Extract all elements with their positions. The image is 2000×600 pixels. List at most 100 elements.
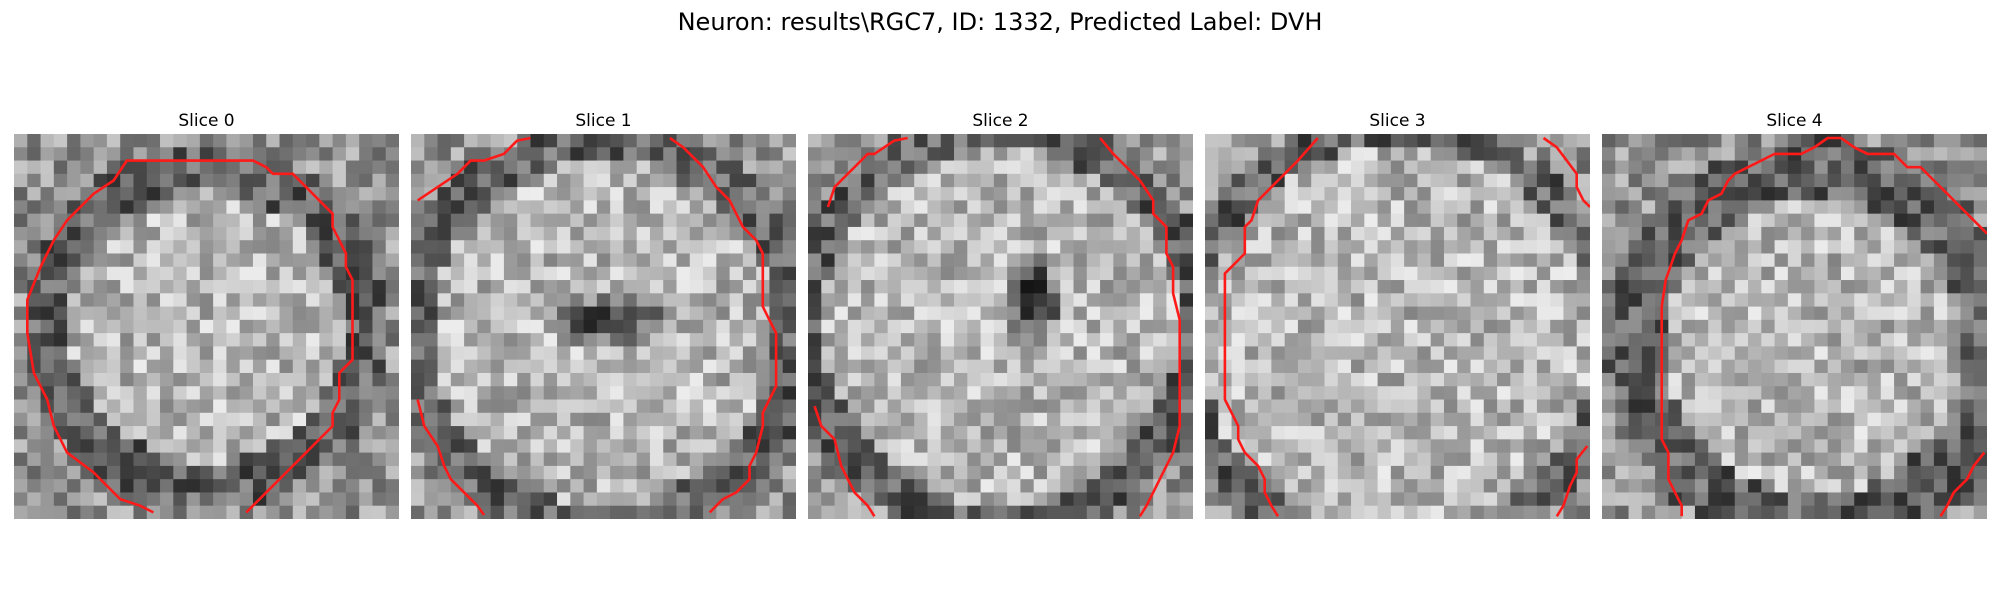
pixel <box>769 426 784 440</box>
pixel <box>927 479 942 493</box>
pixel <box>1536 426 1551 440</box>
pixel <box>1139 399 1154 414</box>
pixel <box>874 359 889 374</box>
pixel <box>133 253 148 268</box>
pixel <box>1801 492 1815 507</box>
pixel <box>332 240 347 254</box>
pixel <box>543 160 558 175</box>
pixel <box>1840 412 1855 427</box>
pixel <box>1258 160 1272 175</box>
pixel <box>1205 426 1219 440</box>
pixel <box>1894 492 1908 507</box>
pixel <box>1337 412 1352 427</box>
pixel <box>477 226 492 241</box>
pixel <box>1430 200 1445 215</box>
pixel <box>1681 147 1696 162</box>
pixel <box>1827 173 1842 188</box>
pixel <box>1007 386 1021 401</box>
pixel <box>424 200 439 215</box>
pixel <box>914 333 928 347</box>
pixel <box>424 266 439 281</box>
pixel <box>239 372 254 387</box>
pixel <box>1536 306 1551 321</box>
pixel <box>1933 372 1948 387</box>
pixel <box>557 452 571 467</box>
pixel <box>1510 386 1525 401</box>
pixel <box>1258 372 1272 387</box>
pixel <box>93 213 108 228</box>
pixel <box>1708 359 1722 374</box>
pixel <box>636 319 651 334</box>
pixel <box>1787 399 1802 414</box>
pixel <box>1523 346 1538 361</box>
pixel <box>543 439 558 454</box>
pixel <box>146 479 161 493</box>
pixel <box>1497 386 1511 401</box>
pixel <box>345 213 360 228</box>
pixel <box>821 306 836 321</box>
pixel <box>1894 346 1908 361</box>
pixel <box>649 372 664 387</box>
pixel <box>1814 372 1829 387</box>
pixel <box>1046 200 1061 215</box>
pixel <box>186 173 201 188</box>
pixel <box>769 173 784 188</box>
pixel <box>1523 213 1538 228</box>
pixel <box>543 147 558 162</box>
pixel <box>636 412 651 427</box>
pixel <box>67 187 81 201</box>
pixel <box>1033 359 1048 374</box>
pixel <box>954 226 968 241</box>
pixel <box>689 505 704 519</box>
pixel <box>861 346 875 361</box>
pixel <box>756 200 770 215</box>
pixel <box>186 465 201 480</box>
pixel <box>1867 399 1882 414</box>
pixel <box>808 280 822 294</box>
pixel <box>1867 253 1882 268</box>
pixel <box>1933 399 1948 414</box>
pixel <box>1139 200 1154 215</box>
pixel <box>703 399 717 414</box>
pixel <box>543 240 558 254</box>
pixel <box>570 399 585 414</box>
pixel <box>954 319 968 334</box>
pixel <box>1231 134 1246 148</box>
pixel <box>596 399 611 414</box>
pixel <box>1390 426 1405 440</box>
pixel <box>623 306 638 321</box>
pixel <box>120 319 134 334</box>
pixel <box>1668 173 1683 188</box>
pixel <box>649 439 664 454</box>
pixel <box>1576 479 1590 493</box>
pixel <box>570 479 585 493</box>
pixel <box>649 173 664 188</box>
pixel <box>1668 426 1683 440</box>
pixel <box>133 452 148 467</box>
pixel <box>1205 253 1219 268</box>
pixel <box>782 200 796 215</box>
pixel <box>954 280 968 294</box>
pixel <box>1483 280 1498 294</box>
pixel <box>676 492 691 507</box>
pixel <box>557 266 571 281</box>
pixel <box>490 452 505 467</box>
pixel <box>861 439 875 454</box>
pixel <box>954 452 968 467</box>
pixel <box>1046 479 1061 493</box>
pixel <box>40 187 55 201</box>
pixel <box>372 333 387 347</box>
pixel <box>40 426 55 440</box>
pixel <box>1231 173 1246 188</box>
pixel <box>1007 147 1021 162</box>
pixel <box>1668 399 1683 414</box>
pixel <box>1139 134 1154 148</box>
pixel <box>120 213 134 228</box>
pixel <box>782 412 796 427</box>
pixel <box>1854 479 1869 493</box>
pixel <box>967 452 982 467</box>
pixel <box>636 160 651 175</box>
pixel <box>53 147 68 162</box>
pixel <box>927 505 942 519</box>
pixel <box>1628 253 1643 268</box>
